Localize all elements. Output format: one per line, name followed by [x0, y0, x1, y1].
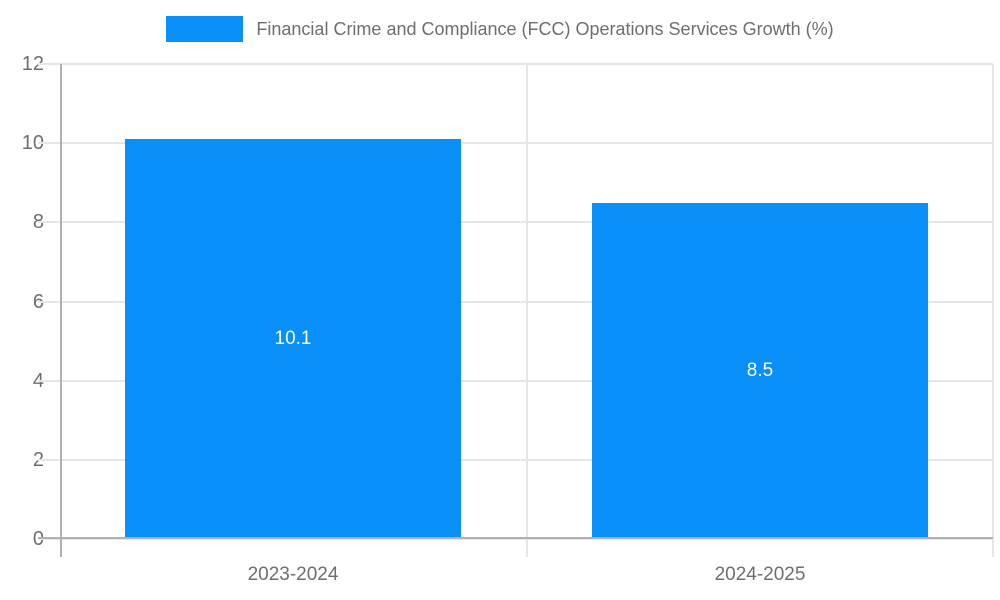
bar-2024-2025: 8.5 [592, 203, 928, 539]
x-axis-line [38, 537, 993, 539]
y-tick-label: 12 [21, 53, 44, 75]
gridline-y-12 [38, 63, 993, 65]
plot-area: 10.1 8.5 2023-2024 2024-2025 [38, 63, 994, 585]
bar-value-label: 10.1 [274, 328, 312, 349]
gridline-x-boundary-1 [526, 64, 528, 557]
gridline-y-0 [38, 538, 993, 540]
y-tick-label: 10 [21, 132, 44, 154]
gridline-y-8 [38, 221, 993, 223]
legend-swatch [166, 16, 244, 42]
legend-label: Financial Crime and Compliance (FCC) Ope… [256, 18, 834, 39]
x-tick-label: 2023-2024 [247, 564, 339, 585]
x-tick-label: 2024-2025 [714, 564, 806, 585]
gridline-y-2 [38, 459, 993, 461]
gridline-y-6 [38, 301, 993, 303]
gridline-y-4 [38, 380, 993, 382]
bar-value-label: 8.5 [746, 360, 774, 381]
legend: Financial Crime and Compliance (FCC) Ope… [0, 16, 1000, 42]
bar-2023-2024: 10.1 [125, 139, 461, 539]
y-axis-line [60, 64, 62, 557]
gridline-y-10 [38, 142, 993, 144]
gridline-x-boundary-2 [992, 64, 994, 557]
